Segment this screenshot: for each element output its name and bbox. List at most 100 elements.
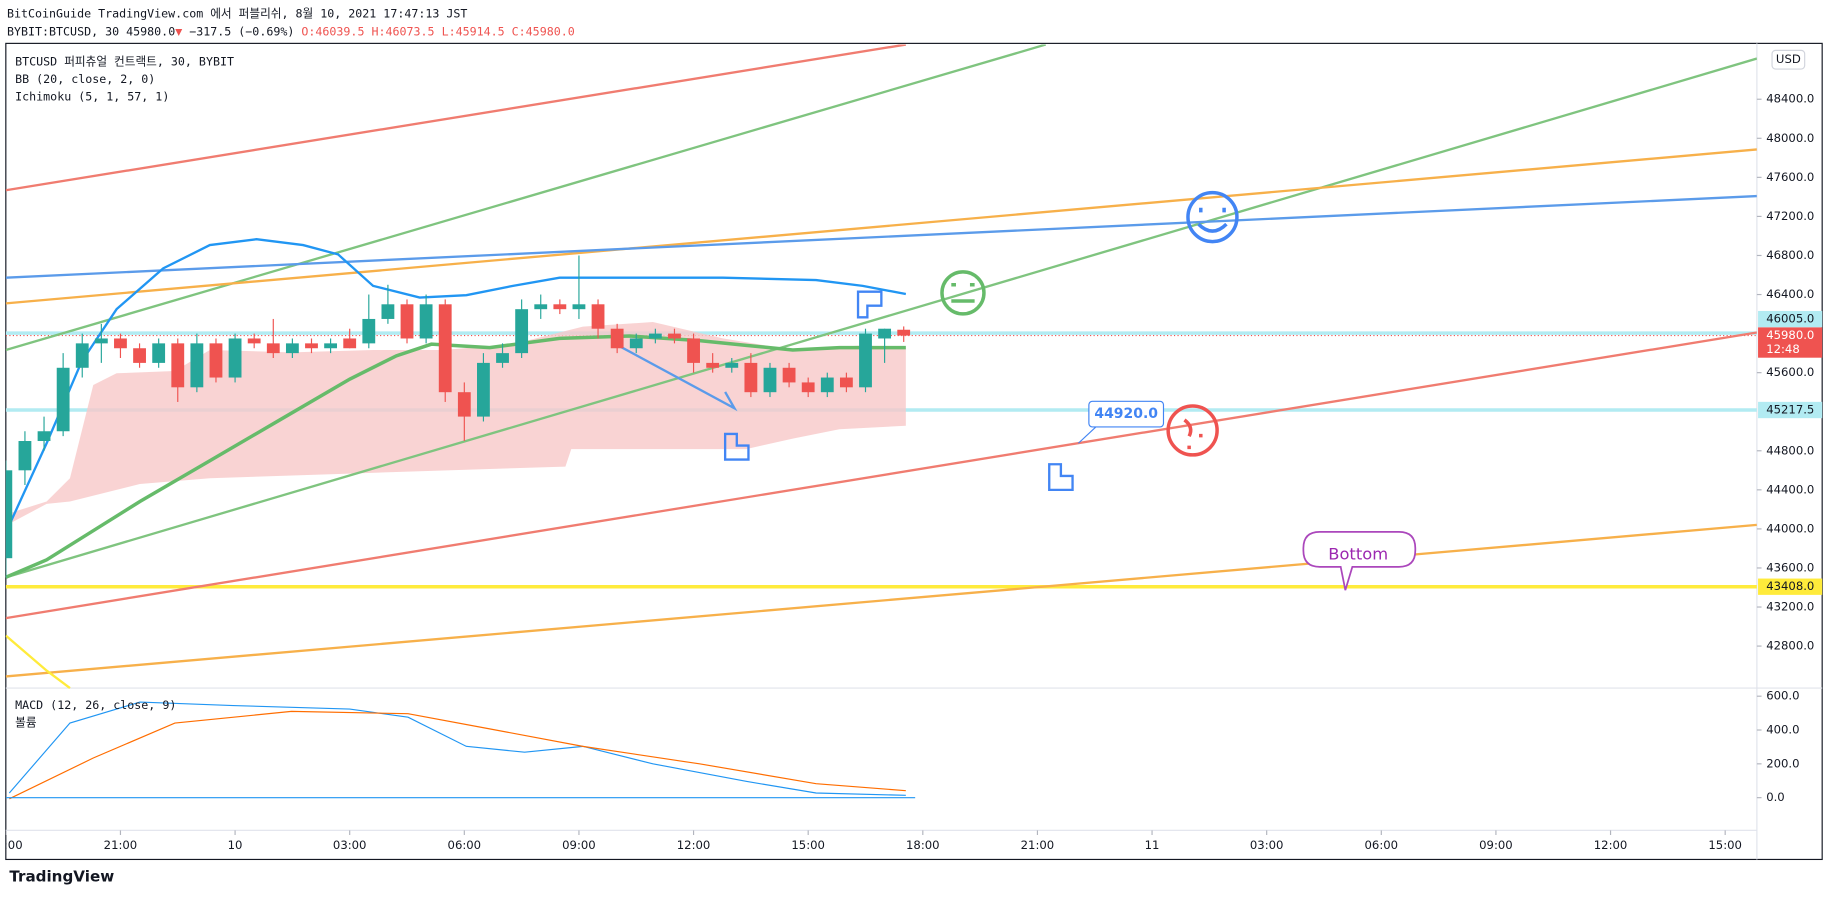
candle-body bbox=[285, 343, 299, 354]
countdown: 12:48 bbox=[1766, 342, 1800, 356]
candle-body bbox=[75, 343, 89, 368]
macd-line bbox=[8, 701, 906, 796]
legend: BTCUSD 퍼피츄얼 컨트랙트, 30, BYBIT bbox=[15, 55, 234, 69]
price-label: 45980.0 bbox=[1766, 328, 1814, 342]
candle-body bbox=[343, 338, 357, 349]
neutral-face-features bbox=[951, 282, 975, 303]
x-tick-label: 18:00 bbox=[0, 838, 23, 852]
legend: BB (20, close, 2, 0) bbox=[15, 72, 155, 86]
note-text: Bottom bbox=[1328, 545, 1388, 564]
currency-badge bbox=[1771, 49, 1806, 70]
price-label: 45217.5 bbox=[1766, 403, 1814, 417]
x-tick-label: 06:00 bbox=[448, 838, 482, 852]
x-tick-label: 12:00 bbox=[677, 838, 711, 852]
trend-line bbox=[5, 57, 1757, 579]
trend-line bbox=[5, 44, 1047, 352]
candle-body bbox=[209, 343, 223, 378]
candle-body bbox=[859, 333, 872, 388]
sad-face-features bbox=[1183, 418, 1203, 450]
note-bubble bbox=[1302, 530, 1417, 591]
candle-body bbox=[56, 367, 70, 432]
candle-body bbox=[457, 392, 471, 417]
time-axis: 18:00 21:00 10 03:00 06:00 09:00 12:00 15:00 18:… bbox=[0, 830, 1742, 852]
ohlc: C:45980.0 bbox=[512, 24, 575, 38]
publish-line: BitCoinGuide TradingView.com 에서 퍼블리쉬, 8월… bbox=[7, 7, 467, 21]
x-tick-label: 03:00 bbox=[1250, 838, 1284, 852]
ohlc: H:46073.5 bbox=[371, 24, 434, 38]
candle-body bbox=[839, 377, 853, 388]
y-tick-label: 400.0 bbox=[1766, 723, 1799, 737]
x-tick-label: 15:00 bbox=[791, 838, 825, 852]
candle-body bbox=[477, 362, 490, 417]
x-tick-label: 11 bbox=[1145, 838, 1160, 852]
candle-body bbox=[94, 338, 108, 344]
x-tick-label: 15:00 bbox=[1708, 838, 1742, 852]
candle-body bbox=[515, 309, 529, 354]
candle-body bbox=[820, 377, 834, 393]
trend-line bbox=[5, 148, 1757, 305]
trend-line bbox=[5, 331, 1757, 620]
candle-body bbox=[381, 304, 395, 319]
frame bbox=[5, 42, 1823, 861]
hand-icon bbox=[723, 432, 750, 461]
price-callout bbox=[1088, 400, 1165, 428]
x-tick-label: 09:00 bbox=[562, 838, 596, 852]
candle-body bbox=[687, 338, 700, 363]
overlays bbox=[5, 44, 1757, 800]
price-label: 46005.0 bbox=[1766, 312, 1814, 326]
hand-icon bbox=[856, 290, 883, 319]
bollinger-upper bbox=[8, 238, 907, 526]
neutral-face bbox=[940, 270, 986, 316]
ohlc: O:46039.5 bbox=[301, 24, 364, 38]
y-tick-label: 600.0 bbox=[1766, 689, 1799, 703]
y-tick-label: 47200.0 bbox=[1766, 209, 1814, 223]
candle-body bbox=[897, 329, 911, 336]
arrow: ▼ bbox=[175, 24, 182, 38]
last: 45980.0 bbox=[126, 24, 175, 38]
y-tick-label: 45600.0 bbox=[1766, 365, 1814, 379]
change: −317.5 (−0.69%) bbox=[189, 24, 294, 38]
legend: 볼륨 bbox=[15, 716, 37, 730]
x-tick-label: 10 bbox=[228, 838, 243, 852]
smile-face-features bbox=[1197, 207, 1228, 233]
y-tick-label: 47600.0 bbox=[1766, 170, 1814, 184]
legend: Ichimoku (5, 1, 57, 1) bbox=[15, 90, 169, 104]
candle-body bbox=[782, 367, 796, 383]
bollinger-lower bbox=[5, 634, 71, 690]
x-tick-label: 21:00 bbox=[1021, 838, 1055, 852]
price-label-bg bbox=[1758, 401, 1823, 419]
y-tick-label: 42800.0 bbox=[1766, 639, 1814, 653]
candle-body bbox=[878, 328, 892, 339]
candles bbox=[5, 255, 911, 578]
candle-body bbox=[152, 343, 166, 363]
x-tick-label: 12:00 bbox=[1594, 838, 1628, 852]
signal-line bbox=[9, 710, 906, 800]
candle-body bbox=[534, 304, 548, 310]
smile-face bbox=[1186, 190, 1239, 244]
y-tick-label: 44000.0 bbox=[1766, 521, 1814, 535]
candle-body bbox=[37, 431, 51, 442]
price-label-bg bbox=[1758, 327, 1823, 358]
y-tick-label: 200.0 bbox=[1766, 756, 1799, 770]
candle-body bbox=[744, 362, 758, 393]
candle-body bbox=[419, 304, 433, 339]
candle-body bbox=[171, 343, 185, 388]
trend-line bbox=[5, 44, 907, 192]
candle-body bbox=[572, 304, 586, 310]
candle-body bbox=[725, 362, 739, 368]
callout-text: 44920.0 bbox=[1094, 406, 1158, 422]
bollinger-basis bbox=[5, 334, 906, 579]
candle-body bbox=[266, 343, 280, 354]
candle-body bbox=[133, 348, 146, 363]
candle-body bbox=[629, 338, 643, 349]
trend-line bbox=[5, 194, 1757, 279]
candle-body bbox=[438, 304, 452, 393]
y-tick-label: 48400.0 bbox=[1766, 92, 1814, 106]
candle-body bbox=[324, 343, 338, 349]
y-tick-label: 43600.0 bbox=[1766, 560, 1814, 574]
candle-body bbox=[190, 343, 204, 388]
candle-body bbox=[553, 304, 567, 310]
candle-body bbox=[18, 441, 32, 471]
candle-body bbox=[610, 328, 624, 349]
